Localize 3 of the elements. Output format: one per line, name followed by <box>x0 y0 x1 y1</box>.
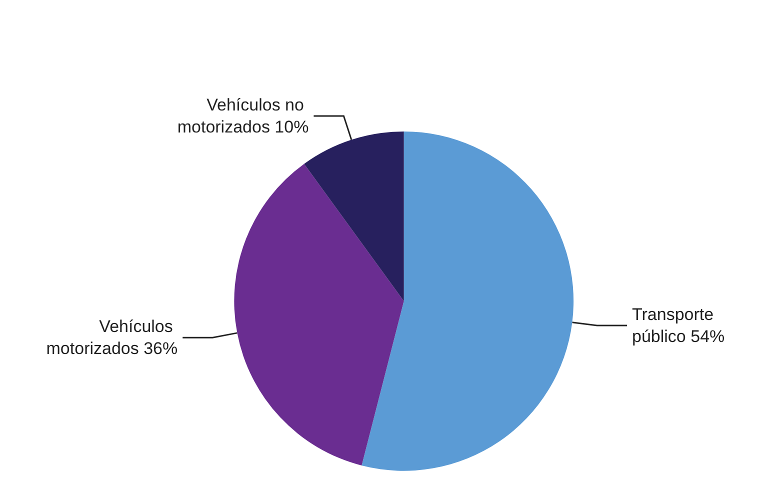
slice-label: Vehículos motorizados 36% <box>46 317 178 358</box>
slice-label: Vehículos no motorizados 10% <box>177 95 309 136</box>
slice-label: Transporte público 54% <box>632 305 725 346</box>
